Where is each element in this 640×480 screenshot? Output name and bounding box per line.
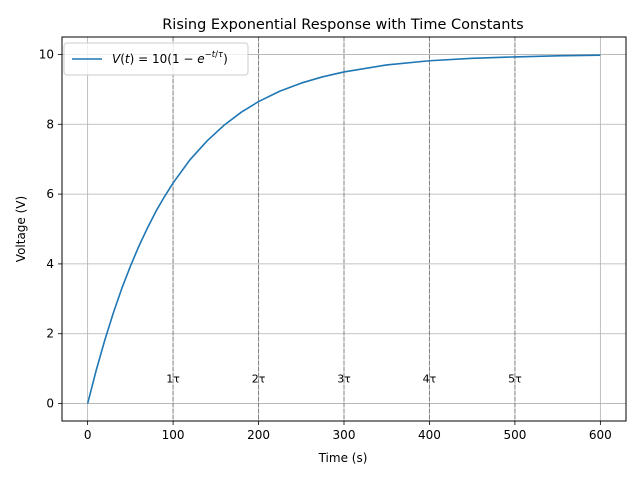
y-tick-label: 4 (46, 257, 54, 271)
y-tick-label: 8 (46, 117, 54, 131)
ticks: 0 100 200 300 400 500 600 0 2 4 6 8 10 (39, 47, 612, 442)
y-tick-label: 0 (46, 397, 54, 411)
time-constant-label: 4τ (423, 373, 437, 386)
y-tick-label: 10 (39, 47, 54, 61)
y-axis-label: Voltage (V) (14, 196, 28, 262)
x-tick-label: 200 (247, 428, 270, 442)
time-constant-label: 5τ (508, 373, 522, 386)
time-constant-label: 3τ (337, 373, 351, 386)
series-layer (86, 54, 601, 404)
legend-label: V(t) = 10(1 − e−t/τ) (112, 50, 228, 66)
chart-title: Rising Exponential Response with Time Co… (162, 17, 524, 33)
time-constant-label: 2τ (252, 373, 266, 386)
x-tick-label: 0 (84, 428, 92, 442)
y-tick-label: 2 (46, 327, 54, 341)
legend-box (63, 42, 249, 76)
time-constant-lines (172, 37, 516, 421)
x-axis-label: Time (s) (318, 451, 368, 465)
x-tick-label: 500 (503, 428, 526, 442)
annotations: 1τ 2τ 3τ 4τ 5τ (166, 373, 522, 386)
x-tick-label: 600 (589, 428, 612, 442)
series-line (86, 54, 601, 404)
legend: V(t) = 10(1 − e−t/τ) (63, 42, 249, 76)
x-tick-label: 300 (333, 428, 356, 442)
x-tick-label: 100 (162, 428, 185, 442)
y-tick-label: 6 (46, 187, 54, 201)
x-tick-label: 400 (418, 428, 441, 442)
time-constant-label: 1τ (166, 373, 180, 386)
